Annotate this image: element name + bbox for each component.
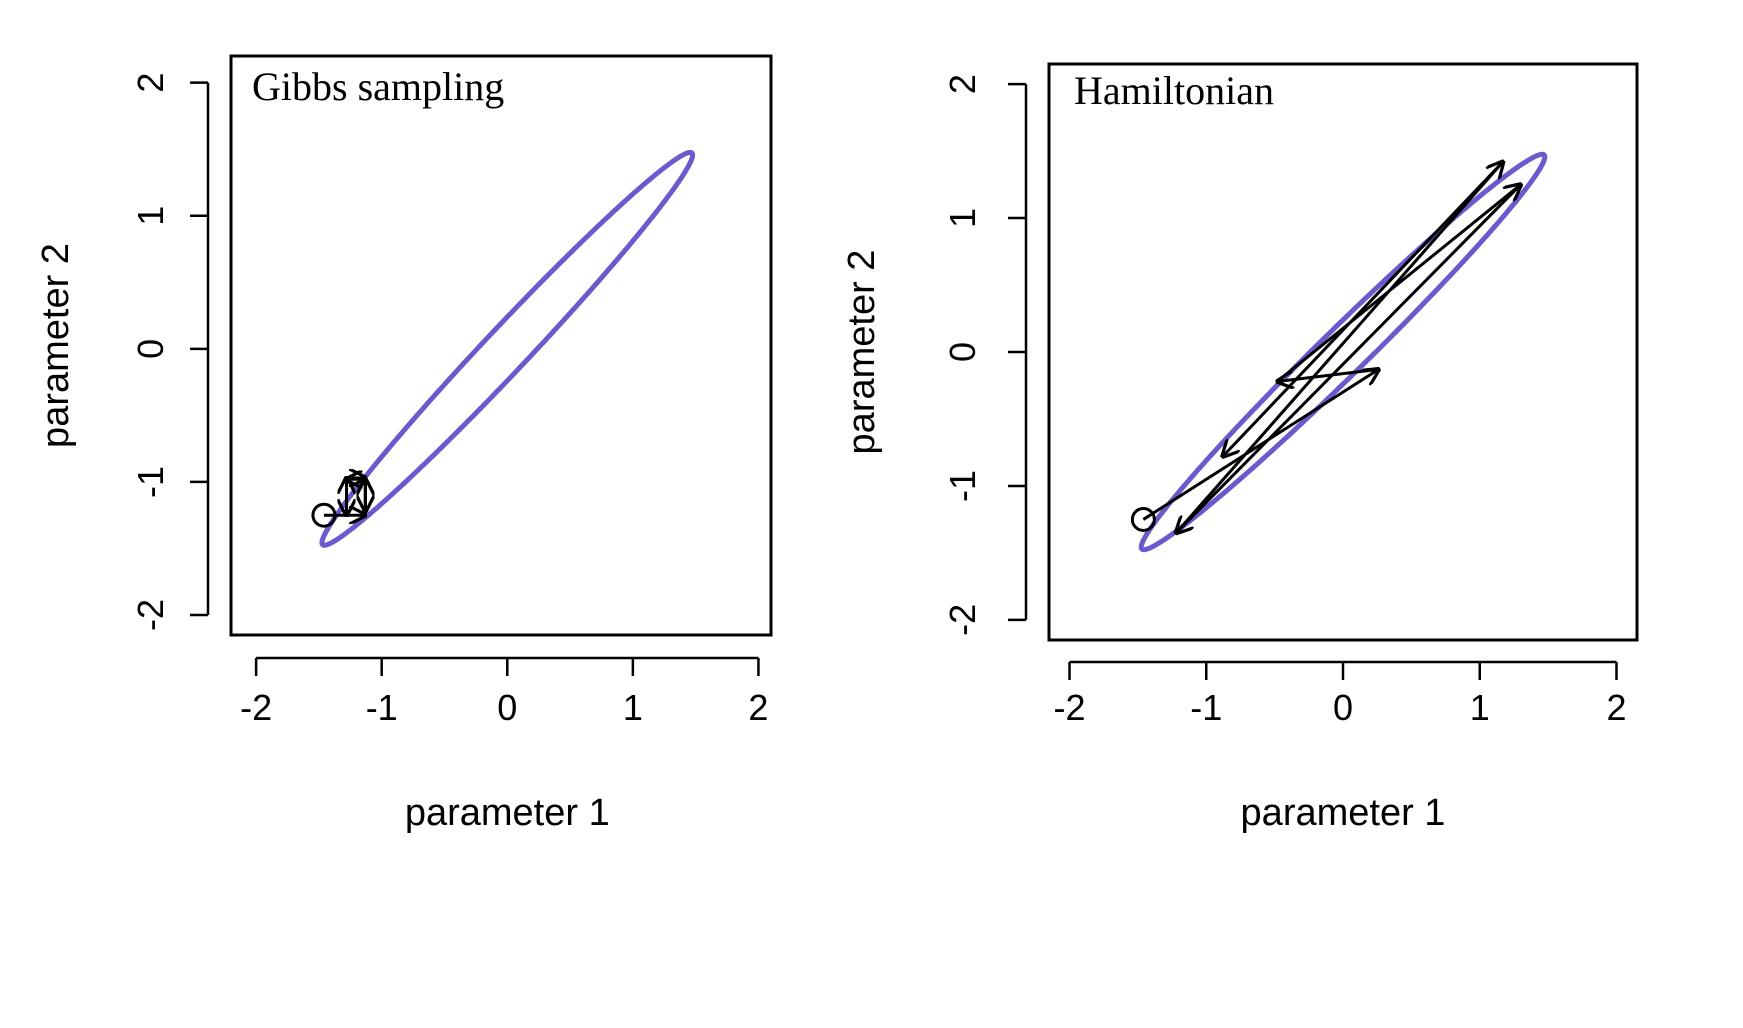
x-tick-label: 2 bbox=[748, 687, 768, 728]
y-tick-label: -2 bbox=[130, 599, 171, 631]
start-point bbox=[311, 502, 337, 528]
x-tick-label: -2 bbox=[240, 687, 272, 728]
y-tick-label: 2 bbox=[942, 74, 983, 94]
panel-title: Gibbs sampling bbox=[252, 64, 504, 109]
y-tick-label: 1 bbox=[942, 208, 983, 228]
sample-step-arrow bbox=[1276, 185, 1520, 383]
x-tick-label: 2 bbox=[1606, 687, 1626, 728]
x-axis-label: parameter 1 bbox=[405, 792, 610, 834]
y-tick-label: -1 bbox=[130, 466, 171, 498]
x-tick-label: -2 bbox=[1054, 687, 1086, 728]
gibbs-panel: -2 -1 0 1 2 -2 -1 0 1 2 parameter 1 parameter 2 Gibb… bbox=[35, 54, 773, 834]
y-tick-label: 0 bbox=[942, 342, 983, 362]
y-tick-label: -2 bbox=[942, 604, 983, 636]
sample-step-arrow bbox=[1223, 160, 1505, 457]
x-tick-label: -1 bbox=[1190, 687, 1222, 728]
y-tick-label: 0 bbox=[130, 339, 171, 359]
x-tick-label: 0 bbox=[1333, 687, 1353, 728]
x-tick-label: 1 bbox=[1470, 687, 1490, 728]
y-tick-label: -1 bbox=[942, 470, 983, 502]
plot-frame bbox=[1047, 62, 1639, 642]
y-tick-label: 1 bbox=[130, 206, 171, 226]
sample-step-arrow bbox=[1176, 183, 1522, 533]
sample-step-arrow bbox=[1142, 369, 1378, 521]
y-axis-label: parameter 2 bbox=[35, 243, 77, 448]
hamiltonian-panel: -2 -1 0 1 2 -2 -1 0 1 2 parameter 1 parameter 2 Hami… bbox=[841, 62, 1639, 834]
start-point bbox=[1130, 506, 1156, 532]
y-axis-label: parameter 2 bbox=[841, 250, 883, 455]
x-axis-label: parameter 1 bbox=[1241, 792, 1446, 834]
sample-step-arrow bbox=[1175, 162, 1503, 534]
x-tick-label: 1 bbox=[623, 687, 643, 728]
posterior-contour bbox=[319, 149, 696, 548]
x-tick-label: -1 bbox=[366, 687, 398, 728]
y-tick-label: 2 bbox=[130, 73, 171, 93]
panel-title: Hamiltonian bbox=[1074, 68, 1274, 113]
plot-frame bbox=[229, 54, 773, 637]
x-tick-label: 0 bbox=[497, 687, 517, 728]
